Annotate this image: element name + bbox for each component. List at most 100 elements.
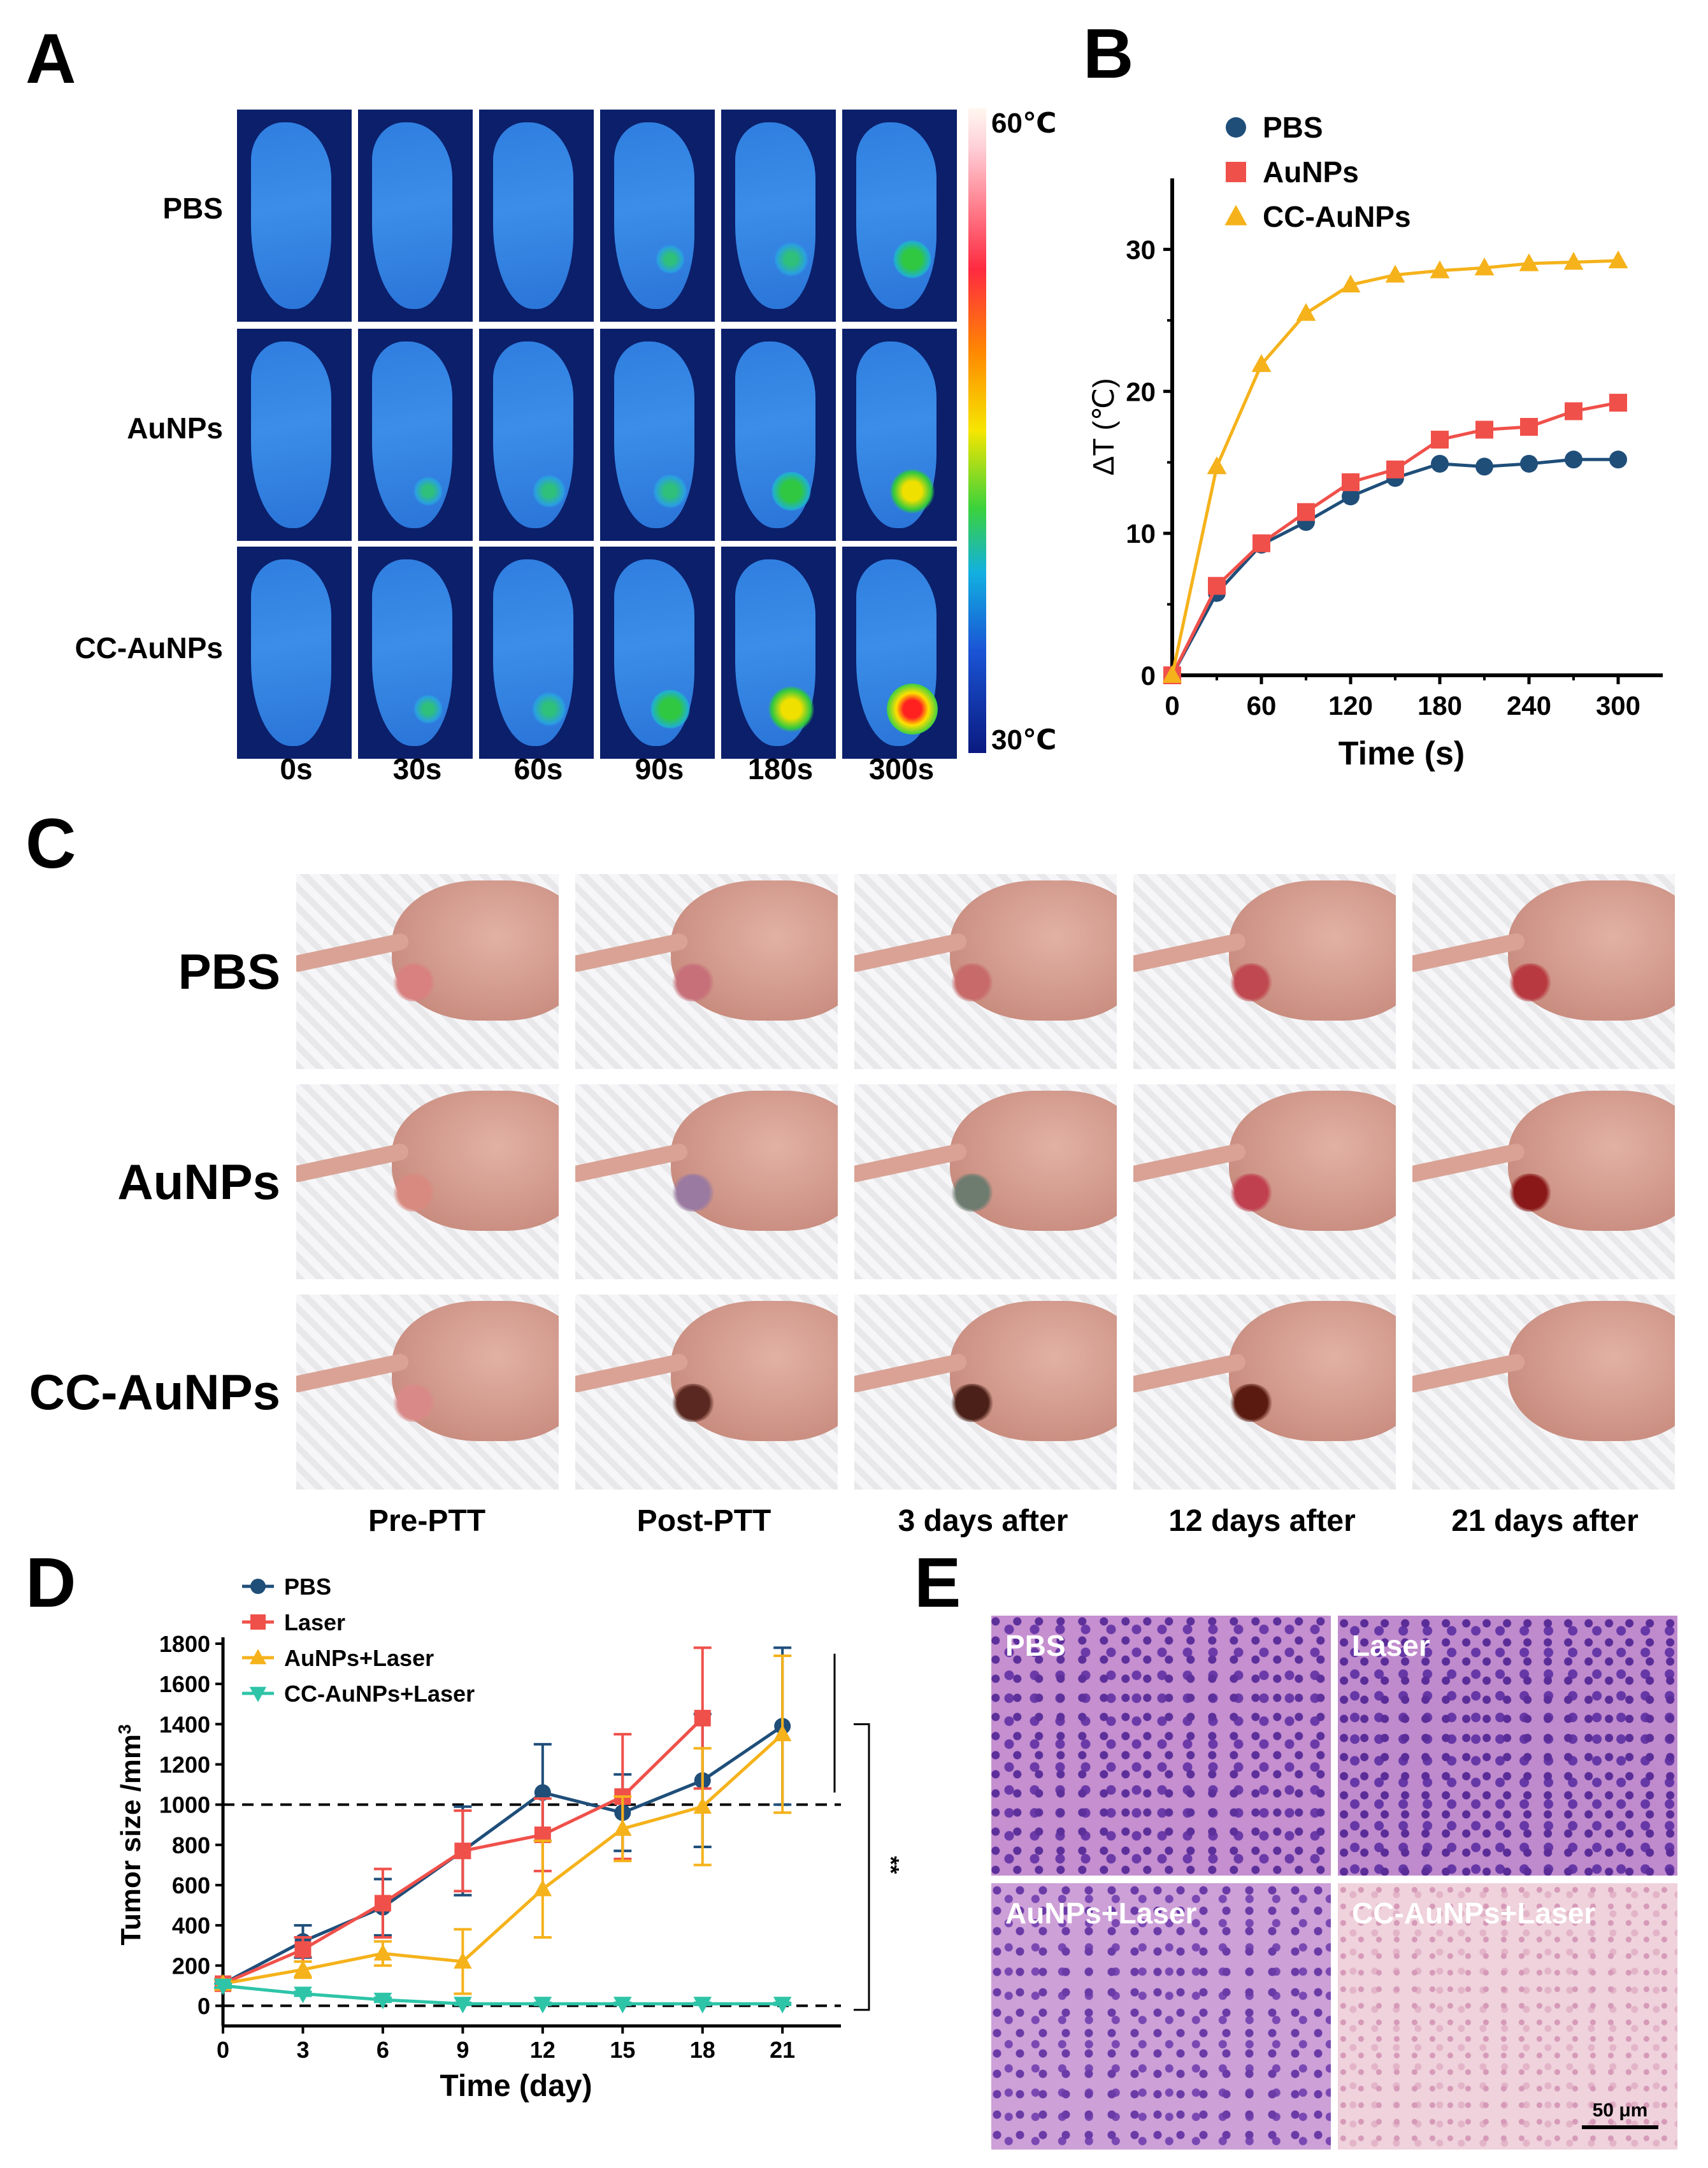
panel-label-a: A <box>25 20 76 98</box>
tumor-growth-chart: 0 200 400 600 800 1000 1200 1400 1600 1800 0 3 6 9 12 1… <box>115 1574 905 2103</box>
legend-marker <box>1226 162 1246 182</box>
series-line-AuNPs+Laser <box>222 1733 784 1986</box>
legend-marker <box>1224 205 1247 226</box>
mouse-silhouette <box>250 559 331 746</box>
y-tick-label: 800 <box>172 1832 210 1858</box>
thermal-image <box>237 329 352 541</box>
y-axis-title: ΔT (℃) <box>1087 378 1120 475</box>
time-label: 30s <box>392 752 442 786</box>
thermal-image <box>358 547 473 759</box>
hot-spot <box>893 240 931 278</box>
histology-label: AuNPs+Laser <box>1005 1897 1197 1930</box>
mouse-photo <box>1412 874 1675 1069</box>
thermal-image <box>479 547 594 759</box>
mouse-silhouette <box>492 122 573 309</box>
y-tick-label: 200 <box>172 1953 210 1979</box>
x-tick-label: 240 <box>1507 691 1551 721</box>
thermal-image <box>600 547 715 759</box>
data-point-Laser <box>374 1895 391 1912</box>
data-point-CC-AuNPs <box>1608 250 1628 269</box>
photo-column-label: 3 days after <box>898 1504 1068 1538</box>
mouse-photo <box>1412 1084 1675 1279</box>
data-point-PBS <box>1520 454 1538 473</box>
x-tick-label: 180 <box>1417 691 1462 721</box>
mouse-photo <box>575 874 838 1069</box>
data-point-AuNPs+Laser <box>373 1944 392 1961</box>
thermal-image <box>479 110 594 322</box>
hot-spot <box>413 477 443 506</box>
mouse-silhouette <box>250 341 331 528</box>
data-point-AuNPs <box>1252 534 1270 552</box>
x-tick-label: 18 <box>690 2037 715 2063</box>
temperature-colorbar <box>968 108 986 753</box>
data-point-AuNPs+Laser <box>773 1725 792 1742</box>
data-point-AuNPs <box>1342 473 1360 491</box>
thermal-image <box>600 110 715 322</box>
x-tick-label: 3 <box>296 2037 309 2063</box>
tumor <box>1229 1174 1274 1212</box>
series-line-CC-AuNPs+Laser <box>222 1984 783 2006</box>
data-point-AuNPs <box>1609 394 1627 412</box>
thermal-image <box>358 110 473 322</box>
data-point-CC-AuNPs+Laser <box>533 1997 552 2014</box>
tumor <box>1508 1174 1553 1212</box>
thermal-image <box>237 547 352 759</box>
photo-column-label: 12 days after <box>1168 1504 1356 1538</box>
x-axis-title: Time (day) <box>440 2069 592 2103</box>
y-tick-label: 1400 <box>159 1711 210 1737</box>
data-point-AuNPs <box>1431 431 1449 449</box>
data-point-CC-AuNPs+Laser <box>613 1997 632 2014</box>
mouse-silhouette <box>371 341 452 528</box>
x-axis-title: Time (s) <box>1338 735 1465 772</box>
photo-column-label: Post-PTT <box>636 1504 771 1538</box>
time-label: 60s <box>513 752 563 786</box>
scale-bar-label: 50 μm <box>1592 2100 1648 2121</box>
thermal-image <box>358 329 473 541</box>
x-tick-label: 6 <box>377 2037 389 2063</box>
panel-label-e: E <box>914 1544 961 1622</box>
photo-column-label: 21 days after <box>1451 1504 1639 1538</box>
x-tick-label: 0 <box>217 2037 229 2063</box>
data-point-CC-AuNPs <box>1162 664 1182 683</box>
thermal-image <box>721 547 836 759</box>
histology-image: CC-AuNPs+Laser 50 μm <box>1338 1883 1677 2150</box>
data-point-CC-AuNPs <box>1207 456 1227 475</box>
data-point-AuNPs+Laser <box>454 1951 472 1969</box>
mouse-silhouette <box>250 122 331 309</box>
data-point-CC-AuNPs <box>1519 253 1539 271</box>
x-tick-label: 0 <box>1165 691 1179 721</box>
data-point-CC-AuNPs <box>1385 264 1405 283</box>
data-point-AuNPs <box>1565 402 1582 420</box>
time-label: 300s <box>868 752 935 786</box>
data-point-Laser <box>294 1941 312 1958</box>
tumor <box>392 1174 436 1212</box>
data-point-PBS <box>534 1784 551 1801</box>
data-point-PBS <box>1565 450 1582 469</box>
series-line-PBS <box>222 1725 784 1985</box>
data-point-AuNPs+Laser <box>294 1960 312 1977</box>
significance-marker: ** <box>878 1856 904 1874</box>
histology-image: Laser <box>1338 1616 1677 1876</box>
data-point-AuNPs+Laser <box>613 1819 632 1836</box>
hot-spot <box>768 686 814 732</box>
mouse-photo <box>575 1084 838 1279</box>
tumor <box>950 1174 994 1212</box>
mouse-photo <box>1133 1295 1396 1490</box>
hot-spot <box>774 242 808 276</box>
hot-spot <box>771 471 811 511</box>
hot-spot <box>533 475 566 508</box>
data-point-CC-AuNPs+Laser <box>213 1978 233 1995</box>
y-tick-label: 400 <box>172 1913 210 1939</box>
x-tick-label: 300 <box>1596 691 1640 721</box>
legend-marker <box>1226 117 1246 138</box>
thermal-image <box>237 110 352 322</box>
thermal-image <box>842 329 957 541</box>
mouse-photo <box>1133 1084 1396 1279</box>
data-point-PBS <box>1342 487 1360 506</box>
thermal-image <box>842 547 957 759</box>
y-tick-label: 0 <box>197 1993 210 2019</box>
data-point-PBS <box>1609 450 1627 469</box>
x-tick-label: 120 <box>1328 691 1373 721</box>
tumor <box>392 1384 436 1422</box>
photo-row-label: PBS <box>178 944 280 1000</box>
